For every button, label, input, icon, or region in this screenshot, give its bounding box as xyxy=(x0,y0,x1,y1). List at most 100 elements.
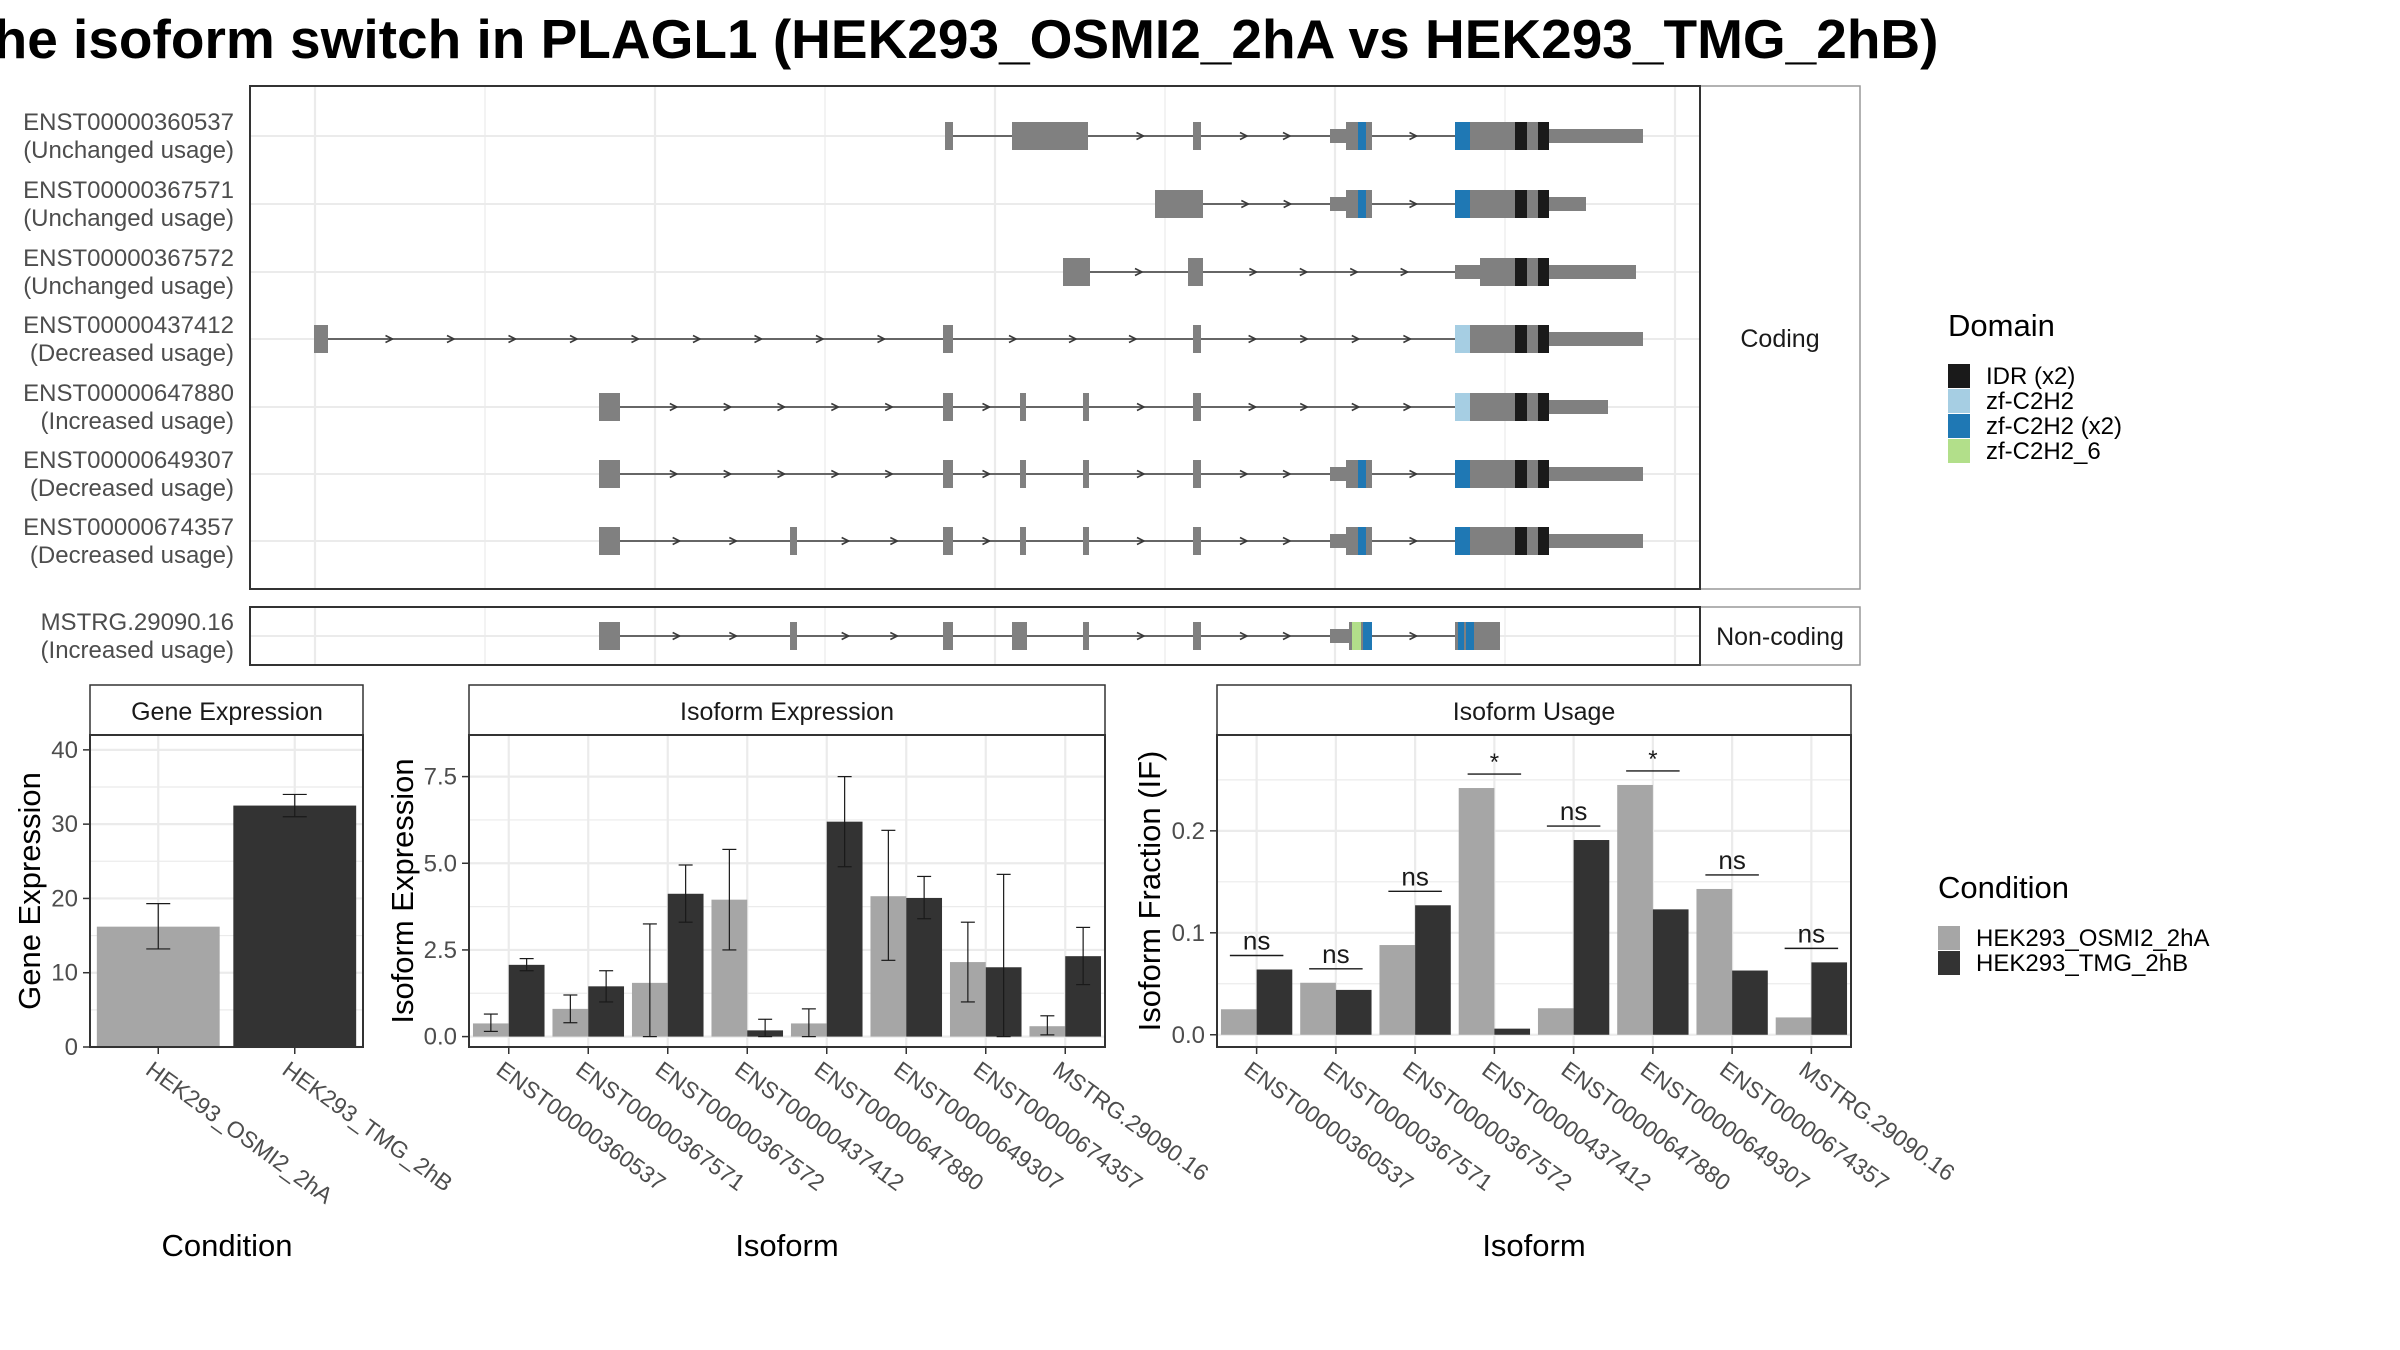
intron-arrow xyxy=(1403,334,1413,344)
y-tick-label: 5.0 xyxy=(424,850,457,877)
bar xyxy=(1220,1009,1257,1035)
domain-block xyxy=(1461,527,1470,555)
exon xyxy=(1083,393,1089,421)
exon xyxy=(943,460,953,488)
bar xyxy=(1775,1017,1812,1035)
transcript-id-label: MSTRG.29090.16 xyxy=(41,609,234,636)
y-tick-label: 0.2 xyxy=(1172,818,1205,845)
legend-domain-label: zf-C2H2 (x2) xyxy=(1986,413,2122,440)
domain-block xyxy=(1538,325,1549,353)
intron-arrow xyxy=(1008,334,1018,344)
intron-arrow xyxy=(815,334,825,344)
exon xyxy=(1480,622,1500,650)
intron-arrow xyxy=(728,536,739,546)
bar xyxy=(1335,989,1372,1035)
bar-charts: Gene Expression010203040HEK293_OSMI2_2hA… xyxy=(12,684,1960,1263)
exon xyxy=(1193,325,1201,353)
legend-domain-key xyxy=(1948,364,1970,388)
exon xyxy=(1020,527,1026,555)
exon xyxy=(599,622,620,650)
transcript-id-label: ENST00000437412 xyxy=(23,312,234,339)
transcript-id-label: ENST00000360537 xyxy=(23,109,234,136)
intron-arrow xyxy=(1299,267,1309,277)
exon xyxy=(1330,467,1346,481)
domain-block xyxy=(1538,527,1549,555)
intron-arrow xyxy=(777,402,787,412)
intron-arrow xyxy=(672,536,682,546)
domain-block xyxy=(1461,460,1470,488)
bar xyxy=(1494,1028,1531,1035)
transcript-usage-label: (Increased usage) xyxy=(41,637,234,664)
legend-condition-title: Condition xyxy=(1938,870,2069,905)
y-axis-label: Gene Expression xyxy=(12,772,47,1010)
intron-arrow xyxy=(830,469,841,479)
domain-block xyxy=(1515,527,1527,555)
domain-block xyxy=(1455,527,1461,555)
intron-arrow xyxy=(777,469,787,479)
intron-arrow xyxy=(728,631,739,641)
y-tick-label: 20 xyxy=(51,885,78,912)
transcript-usage-label: (Unchanged usage) xyxy=(23,273,234,300)
domain-block xyxy=(1515,325,1527,353)
strip-label-coding: Coding xyxy=(1740,325,1819,353)
intron-arrow xyxy=(1239,469,1249,479)
intron-arrow xyxy=(672,631,682,641)
significance-label: ns xyxy=(1243,926,1270,956)
bar xyxy=(1415,905,1451,1035)
bar xyxy=(1652,909,1689,1035)
intron-arrow xyxy=(1351,334,1361,344)
y-tick-label: 0.0 xyxy=(1172,1022,1205,1049)
intron-arrow xyxy=(1248,334,1258,344)
domain-block xyxy=(1455,325,1461,353)
domain-block xyxy=(1455,190,1461,218)
significance-label: ns xyxy=(1798,918,1825,948)
panel-strip-label: Isoform Expression xyxy=(680,698,894,726)
significance-label: ns xyxy=(1718,845,1745,875)
exon xyxy=(1155,190,1203,218)
legend-domain-key xyxy=(1948,389,1970,413)
intron-arrow xyxy=(982,536,992,546)
intron-arrow xyxy=(1136,536,1146,546)
x-axis-label: Isoform xyxy=(735,1228,838,1263)
domain-block xyxy=(1466,622,1474,650)
transcript-usage-label: (Decreased usage) xyxy=(30,340,234,367)
bar xyxy=(1379,945,1416,1035)
exon xyxy=(1538,467,1643,481)
transcript-usage-label: (Unchanged usage) xyxy=(23,205,234,232)
exon xyxy=(1470,393,1538,421)
exon xyxy=(943,325,953,353)
bar xyxy=(508,964,545,1037)
significance-label: * xyxy=(1648,746,1657,773)
intron-arrow xyxy=(982,402,992,412)
intron-arrow xyxy=(830,402,841,412)
intron-arrow xyxy=(982,469,992,479)
domain-block xyxy=(1461,190,1470,218)
domain-block xyxy=(1538,460,1549,488)
exon xyxy=(1480,258,1538,286)
intron-arrow xyxy=(1136,131,1146,141)
transcript-id-label: ENST00000367572 xyxy=(23,245,234,272)
domain-block xyxy=(1515,393,1527,421)
exon xyxy=(1538,332,1643,346)
panel-border xyxy=(1216,734,1852,1048)
significance-label: ns xyxy=(1401,861,1428,891)
exon xyxy=(1330,197,1346,211)
y-tick-label: 40 xyxy=(51,737,78,764)
facet-strip xyxy=(1699,85,1861,590)
intron-arrow xyxy=(877,334,887,344)
domain-block xyxy=(1358,460,1366,488)
bar-panel-1: Isoform Expression0.02.55.07.5ENST000003… xyxy=(385,684,1214,1263)
bar xyxy=(1811,962,1848,1035)
structure-panel-border xyxy=(249,85,1701,590)
intron-arrow xyxy=(1409,536,1419,546)
domain-block xyxy=(1515,190,1527,218)
strip-label-noncoding: Non-coding xyxy=(1716,623,1844,651)
intron-arrow xyxy=(1349,267,1359,277)
domain-block xyxy=(1363,622,1372,650)
intron-arrow xyxy=(1136,402,1146,412)
y-tick-label: 2.5 xyxy=(424,937,457,964)
intron-arrow xyxy=(889,631,900,641)
legend-domain-label: IDR (x2) xyxy=(1986,363,2075,390)
intron-arrow xyxy=(1136,469,1146,479)
bar xyxy=(1617,784,1653,1035)
